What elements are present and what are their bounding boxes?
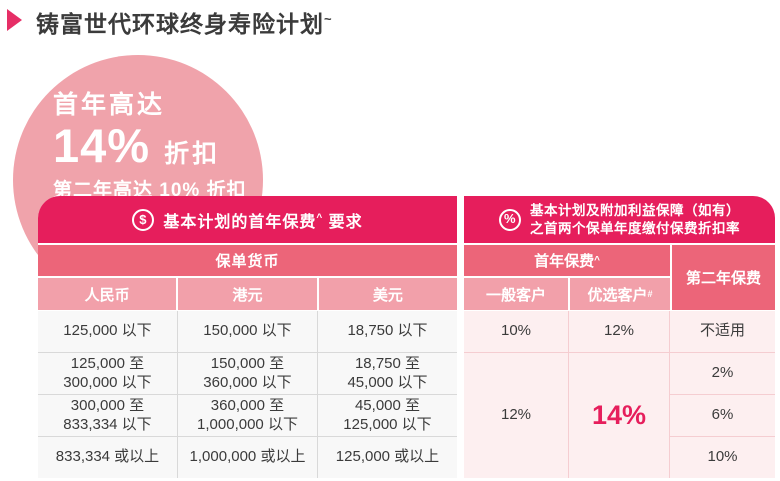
table-cell: 150,000 以下 bbox=[178, 311, 317, 352]
badge-discount-percent: 14% bbox=[53, 119, 151, 172]
table-cell: 1,000,000 或以上 bbox=[178, 437, 317, 478]
premium-requirement-title-pre: 基本计划的首年保费 bbox=[163, 213, 317, 231]
percent-circle-icon: % bbox=[499, 208, 521, 231]
table-cell: 6% bbox=[670, 395, 775, 436]
select-customer-label: 优选客户 bbox=[587, 286, 648, 304]
table-cell: 12% bbox=[569, 311, 669, 352]
policy-currency-band: 保单货币 bbox=[38, 245, 457, 276]
table-cell: 不适用 bbox=[670, 311, 775, 352]
table-cell: 125,000 至 300,000 以下 bbox=[38, 353, 177, 394]
column-header-general-customer: 一般客户 bbox=[464, 278, 568, 310]
table-cell: 2% bbox=[670, 353, 775, 394]
column-header-select-customer: 优选客户 # bbox=[570, 278, 670, 310]
table-cell: 833,334 或以上 bbox=[38, 437, 177, 478]
table-cell: 360,000 至 1,000,000 以下 bbox=[178, 395, 317, 436]
badge-discount-suffix: 折扣 bbox=[164, 140, 221, 168]
table-cell: 125,000 或以上 bbox=[318, 437, 457, 478]
discount-badge-content: 首年高达 14% 折扣 第二年高达 10% 折扣 bbox=[13, 55, 263, 202]
page-title-text: 铸富世代环球终身寿险计划 bbox=[36, 11, 324, 37]
table-cell: 125,000 以下 bbox=[38, 311, 177, 352]
page-title-superscript: ~ bbox=[324, 11, 333, 27]
premium-requirement-table: $ 基本计划的首年保费^ 要求 保单货币 人民币 港元 美元 125,000 以… bbox=[38, 196, 457, 478]
table-cell: 300,000 至 833,334 以下 bbox=[38, 395, 177, 436]
title-arrow-icon bbox=[7, 9, 22, 31]
table-cell: 150,000 至 360,000 以下 bbox=[178, 353, 317, 394]
column-header-hkd: 港元 bbox=[178, 278, 317, 310]
discount-rate-header: % 基本计划及附加利益保障（如有） 之首两个保单年度缴付保费折扣率 bbox=[464, 196, 775, 243]
premium-requirement-body: 125,000 以下 150,000 以下 18,750 以下 125,000 … bbox=[38, 311, 457, 478]
badge-second-year-label: 第二年高达 10% 折扣 bbox=[53, 179, 247, 201]
column-header-rmb: 人民币 bbox=[38, 278, 177, 310]
merged-select-discount-cell: 14% bbox=[569, 353, 669, 478]
second-year-premium-header: 第二年保费 bbox=[672, 245, 775, 310]
premium-requirement-title-post: 要求 bbox=[328, 213, 363, 231]
first-year-premium-label: 首年保费 bbox=[534, 253, 595, 270]
select-customer-sup: # bbox=[647, 289, 653, 299]
badge-first-year-label: 首年高达 bbox=[53, 91, 166, 119]
badge-discount-value: 14% 折扣 bbox=[53, 119, 263, 172]
merged-general-discount-cell: 12% bbox=[464, 353, 568, 478]
currency-column-headers: 人民币 港元 美元 bbox=[38, 278, 457, 310]
discount-rate-subheaders: 首年保费 ^ 第二年保费 一般客户 优选客户 # bbox=[464, 245, 775, 310]
first-year-premium-group-header: 首年保费 ^ bbox=[464, 245, 670, 276]
discount-rate-table: % 基本计划及附加利益保障（如有） 之首两个保单年度缴付保费折扣率 首年保费 ^ … bbox=[464, 196, 775, 478]
premium-requirement-title-sup: ^ bbox=[316, 212, 324, 224]
discount-rate-title-line2: 之首两个保单年度缴付保费折扣率 bbox=[530, 220, 740, 236]
premium-requirement-header: $ 基本计划的首年保费^ 要求 bbox=[38, 196, 457, 243]
table-cell: 18,750 以下 bbox=[318, 311, 457, 352]
page-title: 铸富世代环球终身寿险计划~ bbox=[36, 5, 333, 39]
first-year-premium-sup: ^ bbox=[594, 255, 600, 266]
discount-rate-title: 基本计划及附加利益保障（如有） 之首两个保单年度缴付保费折扣率 bbox=[530, 202, 740, 237]
table-cell: 10% bbox=[670, 437, 775, 478]
table-cell: 10% bbox=[464, 311, 568, 352]
table-cell: 18,750 至 45,000 以下 bbox=[318, 353, 457, 394]
column-header-usd: 美元 bbox=[318, 278, 457, 310]
premium-requirement-title: 基本计划的首年保费^ 要求 bbox=[163, 208, 362, 232]
table-cell: 45,000 至 125,000 以下 bbox=[318, 395, 457, 436]
dollar-circle-icon: $ bbox=[132, 208, 155, 231]
discount-rate-title-line1: 基本计划及附加利益保障（如有） bbox=[530, 202, 740, 218]
discount-rate-body: 10% 12% 不适用 12% 14% 2% 6% 10% bbox=[464, 311, 775, 478]
